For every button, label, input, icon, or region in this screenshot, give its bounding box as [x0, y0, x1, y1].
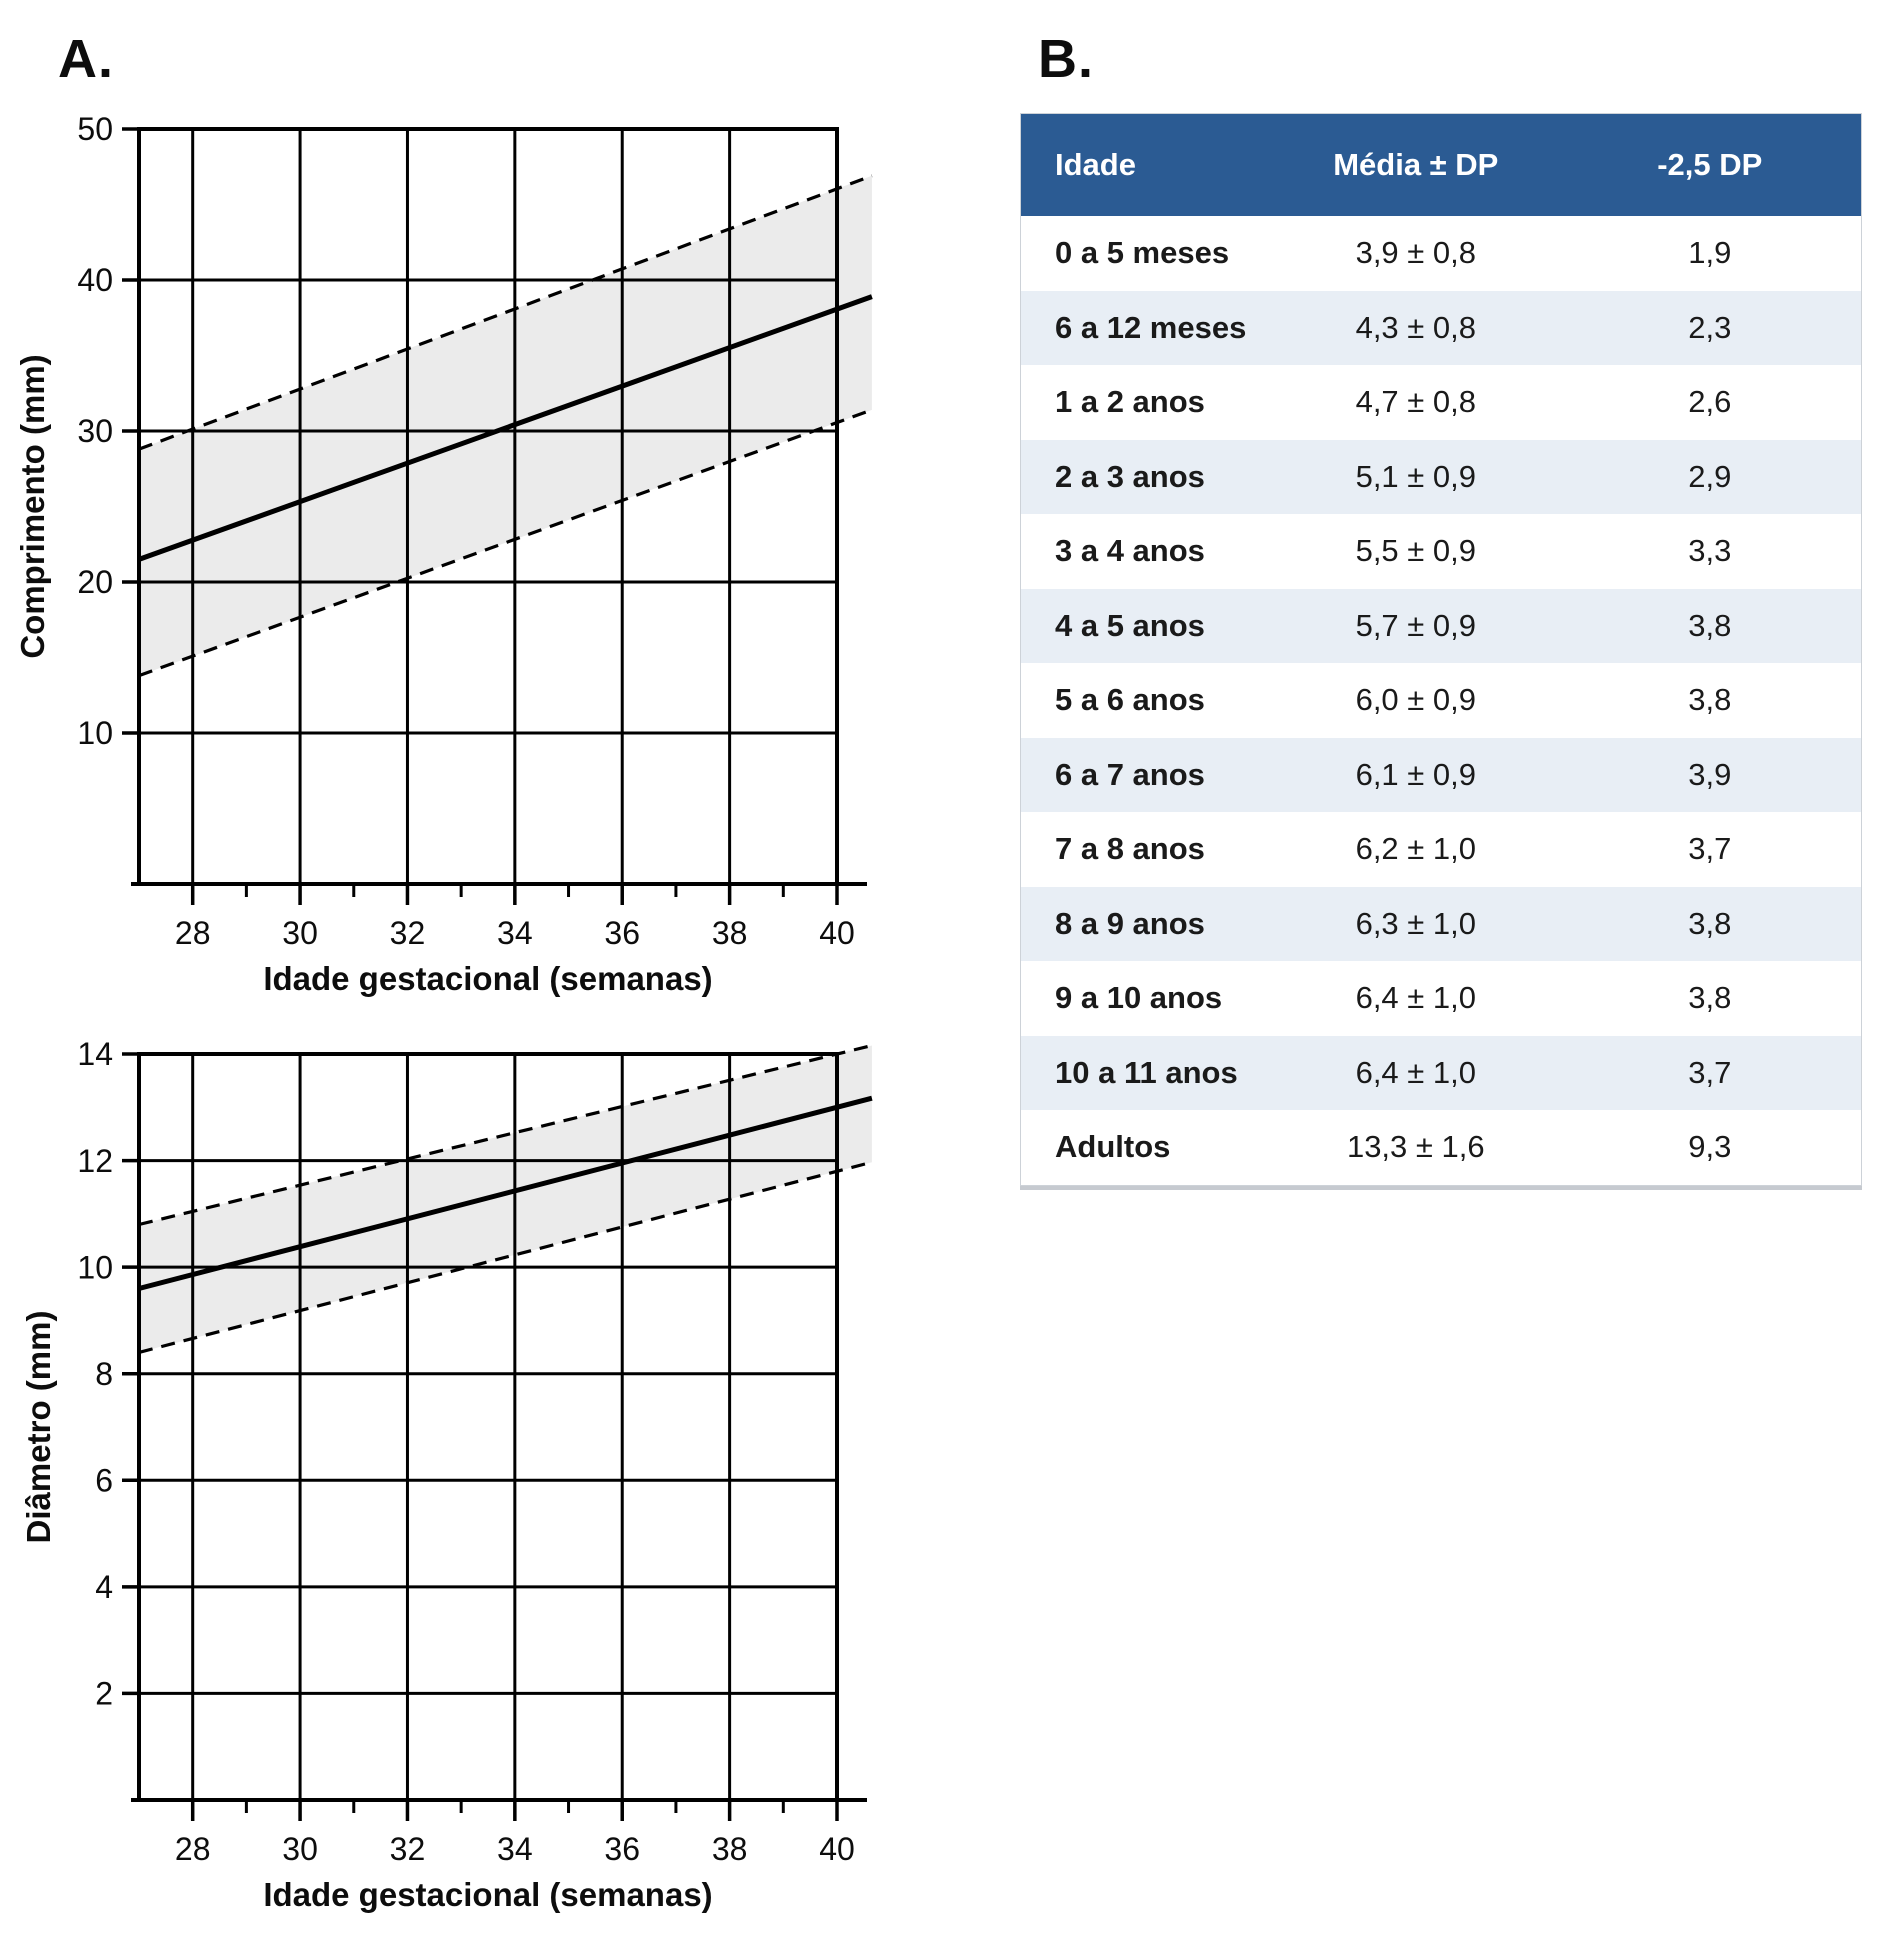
comprimento-x-axis-title: Idade gestacional (semanas) — [263, 960, 712, 997]
table-cell-mean-sd: 6,4 ± 1,0 — [1355, 980, 1477, 1016]
table-row: 9 a 10 anos 6,4 ± 1,0 3,8 — [1021, 961, 1861, 1036]
diametro-menos-2dp-line — [138, 1160, 873, 1354]
diametro-y-tick-label: 2 — [95, 1676, 113, 1712]
diametro-x-tick-label: 30 — [282, 1831, 318, 1867]
table-cell-age: 5 a 6 anos — [1055, 682, 1205, 718]
comprimento-x-tick-label: 40 — [819, 915, 855, 951]
table-row: 3 a 4 anos 5,5 ± 0,9 3,3 — [1021, 514, 1861, 589]
table-cell-mean-sd: 4,7 ± 0,8 — [1355, 384, 1477, 420]
diametro-y-axis-title: Diâmetro (mm) — [20, 1311, 57, 1544]
comprimento-x-tick-label: 38 — [712, 915, 748, 951]
table-row: 8 a 9 anos 6,3 ± 1,0 3,8 — [1021, 886, 1861, 961]
table-cell-age: 0 a 5 meses — [1055, 235, 1230, 271]
diametro-sd-band — [139, 1045, 872, 1353]
table-cell-age: 3 a 4 anos — [1055, 533, 1205, 569]
comprimento-y-tick-label: 10 — [77, 715, 113, 751]
table-row: 5 a 6 anos 6,0 ± 0,9 3,8 — [1021, 663, 1861, 738]
table-cell-age: 9 a 10 anos — [1055, 980, 1223, 1016]
table-cell-mean-sd: 6,0 ± 0,9 — [1355, 682, 1477, 718]
table-cell-minus25dp: 1,9 — [1688, 235, 1732, 271]
diametro-y-tick-label: 4 — [95, 1569, 113, 1605]
diametro-y-tick-label: 12 — [77, 1143, 113, 1179]
table-row: 1 a 2 anos 4,7 ± 0,8 2,6 — [1021, 365, 1861, 440]
table-cell-mean-sd: 5,5 ± 0,9 — [1355, 533, 1477, 569]
table-cell-minus25dp: 3,7 — [1688, 1054, 1732, 1090]
table-cell-age: 2 a 3 anos — [1055, 458, 1205, 494]
diametro-mais-2dp-line — [138, 1043, 873, 1227]
diametro-x-axis-title: Idade gestacional (semanas) — [263, 1876, 712, 1913]
comprimento-x-tick-label: 36 — [604, 915, 640, 951]
comprimento-y-tick-label: 30 — [77, 413, 113, 449]
comprimento-mais-2dp-line — [138, 174, 873, 451]
table-cell-mean-sd: 6,2 ± 1,0 — [1355, 831, 1477, 867]
table-row: Adultos 13,3 ± 1,6 9,3 — [1021, 1110, 1861, 1185]
table-cell-age: 10 a 11 anos — [1055, 1054, 1238, 1090]
table-cell-mean-sd: 6,1 ± 0,9 — [1355, 756, 1477, 792]
table-row: 10 a 11 anos 6,4 ± 1,0 3,7 — [1021, 1035, 1861, 1110]
table-cell-mean-sd: 5,1 ± 0,9 — [1355, 458, 1477, 494]
table-cell-minus25dp: 3,8 — [1688, 905, 1732, 941]
diametro-x-tick-label: 36 — [604, 1831, 640, 1867]
diametro-x-tick-label: 34 — [497, 1831, 533, 1867]
diametro-media-line — [138, 1095, 873, 1291]
table-cell-minus25dp: 2,3 — [1688, 309, 1732, 345]
table-cell-minus25dp: 3,8 — [1688, 682, 1732, 718]
table-cell-minus25dp: 3,7 — [1688, 831, 1732, 867]
diametro-y-tick-label: 6 — [95, 1462, 113, 1498]
table-cell-mean-sd: 6,3 ± 1,0 — [1355, 905, 1477, 941]
comprimento-media-line — [138, 294, 873, 562]
table-cell-mean-sd: 6,4 ± 1,0 — [1355, 1054, 1477, 1090]
table-row: 2 a 3 anos 5,1 ± 0,9 2,9 — [1021, 439, 1861, 514]
comprimento-y-tick-label: 20 — [77, 564, 113, 600]
table-cell-age: 6 a 7 anos — [1055, 756, 1205, 792]
table-row: 0 a 5 meses 3,9 ± 0,8 1,9 — [1021, 216, 1861, 291]
diametro-x-tick-label: 40 — [819, 1831, 855, 1867]
table-cell-mean-sd: 5,7 ± 0,9 — [1355, 607, 1477, 643]
table-cell-minus25dp: 3,9 — [1688, 756, 1732, 792]
table-header-cell: -2,5 DP — [1657, 147, 1763, 182]
diametro-x-tick-label: 28 — [175, 1831, 211, 1867]
diametro-x-tick-label: 32 — [390, 1831, 426, 1867]
comprimento-x-tick-label: 30 — [282, 915, 318, 951]
panel-b-label: B. — [1038, 29, 1094, 89]
table-cell-age: 8 a 9 anos — [1055, 905, 1205, 941]
table-header-row: Idade Média ± DP -2,5 DP — [1021, 114, 1861, 216]
table-row: 6 a 7 anos 6,1 ± 0,9 3,9 — [1021, 737, 1861, 812]
table-header-cell: Média ± DP — [1333, 147, 1499, 182]
table-cell-age: Adultos — [1055, 1129, 1171, 1165]
diametro-y-tick-label: 8 — [95, 1356, 113, 1392]
comprimento-y-tick-label: 40 — [77, 262, 113, 298]
table-cell-age: 7 a 8 anos — [1055, 831, 1205, 867]
table-row: 4 a 5 anos 5,7 ± 0,9 3,8 — [1021, 588, 1861, 663]
table-cell-minus25dp: 3,8 — [1688, 980, 1732, 1016]
table-cell-age: 6 a 12 meses — [1055, 309, 1247, 345]
table-cell-minus25dp: 2,6 — [1688, 384, 1732, 420]
table-cell-age: 1 a 2 anos — [1055, 384, 1205, 420]
table-header-cell: Idade — [1055, 147, 1136, 182]
comprimento-x-tick-label: 34 — [497, 915, 533, 951]
table-cell-mean-sd: 4,3 ± 0,8 — [1355, 309, 1477, 345]
table-cell-mean-sd: 3,9 ± 0,8 — [1355, 235, 1477, 271]
reference-table: Idade Média ± DP -2,5 DP 0 a 5 meses 3,9 ± 0… — [1020, 113, 1862, 1186]
diametro-x-tick-label: 38 — [712, 1831, 748, 1867]
table-cell-age: 4 a 5 anos — [1055, 607, 1205, 643]
table-row: 7 a 8 anos 6,2 ± 1,0 3,7 — [1021, 812, 1861, 887]
comprimento-y-axis-title: Comprimento (mm) — [14, 354, 51, 658]
table-cell-minus25dp: 9,3 — [1688, 1129, 1732, 1165]
comprimento-x-tick-label: 32 — [390, 915, 426, 951]
comprimento-y-tick-label: 50 — [77, 111, 113, 147]
table-row: 6 a 12 meses 4,3 ± 0,8 2,3 — [1021, 290, 1861, 365]
panel-a-label: A. — [58, 29, 114, 89]
comprimento-menos-2dp-line — [138, 408, 873, 678]
table-cell-minus25dp: 3,8 — [1688, 607, 1732, 643]
table-cell-minus25dp: 2,9 — [1688, 458, 1732, 494]
table-cell-minus25dp: 3,3 — [1688, 533, 1732, 569]
diametro-y-tick-label: 14 — [77, 1036, 113, 1072]
table-cell-mean-sd: 13,3 ± 1,6 — [1346, 1129, 1485, 1165]
comprimento-x-tick-label: 28 — [175, 915, 211, 951]
diametro-y-tick-label: 10 — [77, 1249, 113, 1285]
